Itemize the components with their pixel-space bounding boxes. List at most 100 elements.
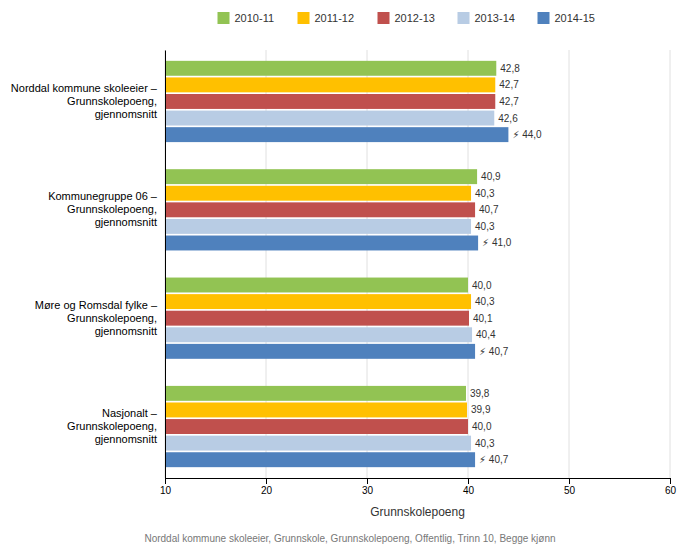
tick-label: Nasjonalt –Grunnskolepoeng,gjennomsnitt [67, 407, 158, 445]
bar [165, 219, 471, 234]
data-label: 42,7 [499, 79, 519, 90]
tick-label: 30 [362, 485, 374, 496]
tick-label-line: gjennomsnitt [95, 216, 157, 228]
data-label: 42,6 [498, 113, 518, 124]
tick: Nasjonalt –Grunnskolepoeng,gjennomsnitt [67, 407, 165, 445]
tick: 40 [463, 478, 475, 496]
legend-item: 2014-15 [538, 12, 595, 24]
tick-label: Møre og Romsdal fylke –Grunnskolepoeng,g… [35, 299, 158, 337]
tick-mark [165, 478, 166, 484]
legend-swatch [458, 12, 470, 24]
axis-line [165, 51, 166, 479]
legend-swatch [378, 12, 390, 24]
tick: 50 [564, 478, 576, 496]
grid [165, 50, 670, 478]
tick: 10 [160, 478, 172, 496]
data-label: 40,0 [472, 280, 492, 291]
bar [165, 419, 468, 434]
bar [165, 386, 466, 401]
grid-line [165, 50, 166, 478]
data-label: 40,3 [475, 438, 495, 449]
tick-mark [569, 478, 570, 484]
bar [165, 278, 468, 293]
legend-label: 2010-11 [235, 12, 275, 24]
tick: 30 [362, 478, 374, 496]
tick: Møre og Romsdal fylke –Grunnskolepoeng,g… [35, 299, 165, 337]
bar [165, 202, 475, 217]
bar [165, 236, 478, 251]
tick-label-line: Grunnskolepoeng, [67, 95, 157, 107]
bars [165, 61, 508, 467]
chart: 42,840,940,039,842,740,340,339,942,740,7… [0, 0, 700, 550]
tick-label: Kommunegruppe 06 –Grunnskolepoeng,gjenno… [48, 190, 158, 228]
bar [165, 111, 494, 126]
grid-line [569, 50, 570, 478]
tick-label: 60 [665, 485, 677, 496]
bar [165, 77, 495, 92]
data-label: ⚡ 41,0 [482, 237, 512, 248]
data-label: 40,3 [475, 296, 495, 307]
tick: 20 [261, 478, 273, 496]
data-label: ⚡ 40,7 [479, 454, 509, 465]
data-label: 42,8 [500, 63, 520, 74]
tick-label-line: gjennomsnitt [95, 325, 157, 337]
legend-item: 2010-11 [218, 12, 275, 24]
tick-label-line: Nasjonalt – [102, 407, 158, 419]
tick-label-line: Grunnskolepoeng, [67, 420, 157, 432]
bar [165, 344, 475, 359]
tick: 60 [665, 478, 677, 496]
bar [165, 436, 471, 451]
tick-label-line: Grunnskolepoeng, [67, 203, 157, 215]
data-label: ⚡ 44,0 [512, 129, 542, 140]
bar [165, 294, 471, 309]
tick-mark [468, 478, 469, 484]
data-label: 39,9 [471, 404, 491, 415]
y-axis: Norddal kommune skoleeier –Grunnskolepoe… [11, 51, 166, 479]
tick-label: 50 [564, 485, 576, 496]
tick-label: 10 [160, 485, 172, 496]
legend-item: 2012-13 [378, 12, 435, 24]
legend-swatch [538, 12, 550, 24]
data-label: 40,1 [473, 313, 493, 324]
bar [165, 127, 508, 142]
axis-line [166, 479, 671, 485]
data-label: 40,3 [475, 188, 495, 199]
tick-label-line: Grunnskolepoeng, [67, 312, 157, 324]
x-axis-title: Grunnskolepoeng [370, 505, 465, 519]
plot: 42,840,940,039,842,740,340,339,942,740,7… [11, 50, 677, 496]
data-label: 40,3 [475, 221, 495, 232]
tick-label: 20 [261, 485, 273, 496]
tick-label: 40 [463, 485, 475, 496]
legend-label: 2014-15 [555, 12, 595, 24]
tick-label-line: Møre og Romsdal fylke – [35, 299, 158, 311]
bar [165, 61, 496, 76]
data-label: ⚡ 40,7 [479, 346, 509, 357]
tick-label-line: Norddal kommune skoleeier – [11, 82, 158, 94]
bar [165, 186, 471, 201]
legend-swatch [218, 12, 230, 24]
data-label: 40,9 [481, 171, 501, 182]
tick-mark [670, 478, 671, 484]
bar [165, 327, 472, 342]
data-label: 42,7 [499, 96, 519, 107]
bar [165, 169, 477, 184]
legend-item: 2013-14 [458, 12, 515, 24]
tick-label-line: gjennomsnitt [95, 433, 157, 445]
legend-label: 2011-12 [315, 12, 355, 24]
tick-label: Norddal kommune skoleeier –Grunnskolepoe… [11, 82, 158, 120]
tick: Norddal kommune skoleeier –Grunnskolepoe… [11, 82, 165, 120]
tick-label-line: gjennomsnitt [95, 108, 157, 120]
legend-item: 2011-12 [298, 12, 355, 24]
data-labels: 42,840,940,039,842,740,340,339,942,740,7… [470, 63, 542, 465]
tick-mark [367, 478, 368, 484]
legend: 2010-11 2011-12 2012-13 2013-14 2014-15 [218, 12, 595, 24]
bar [165, 452, 475, 467]
tick-label-line: Kommunegruppe 06 – [48, 190, 158, 202]
bar [165, 94, 495, 109]
data-label: 40,4 [476, 329, 496, 340]
tick: Kommunegruppe 06 –Grunnskolepoeng,gjenno… [48, 190, 165, 228]
data-label: 40,7 [479, 204, 499, 215]
legend-label: 2012-13 [395, 12, 435, 24]
footnote: Norddal kommune skoleeier, Grunnskole, G… [144, 533, 555, 544]
bar [165, 402, 467, 417]
